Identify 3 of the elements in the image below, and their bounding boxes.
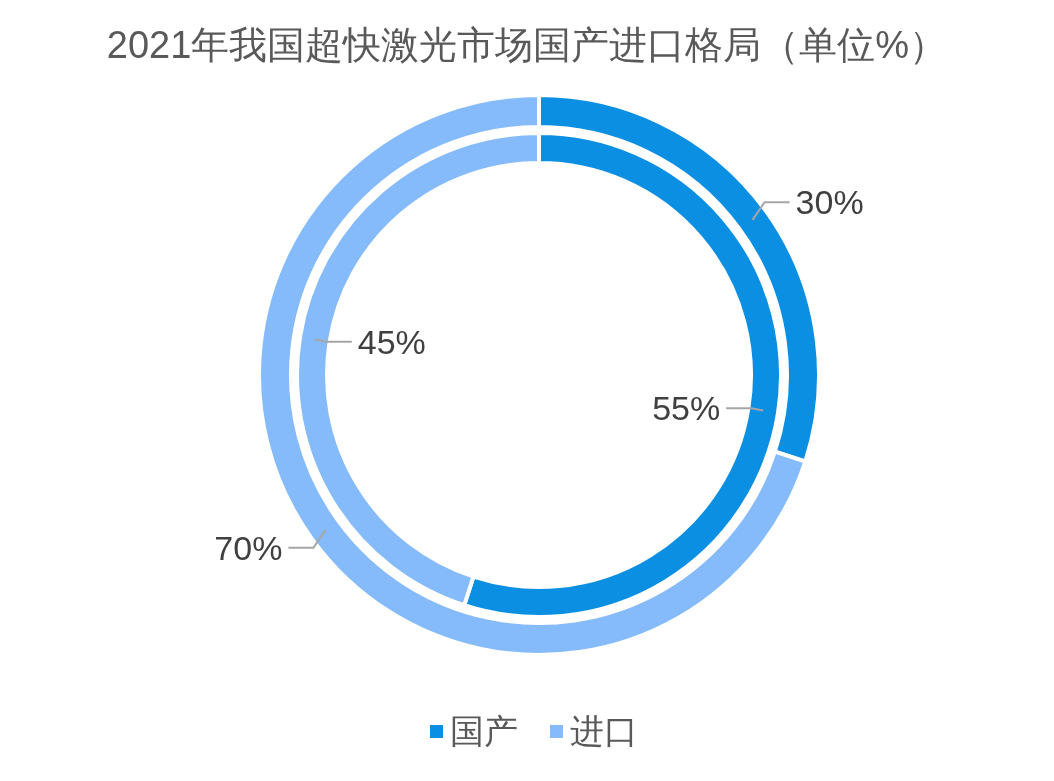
legend-label: 进口 bbox=[570, 712, 638, 750]
title: 2021年我国超快激光市场国产进口格局（单位%） bbox=[106, 24, 948, 66]
legend-label: 国产 bbox=[450, 712, 518, 750]
